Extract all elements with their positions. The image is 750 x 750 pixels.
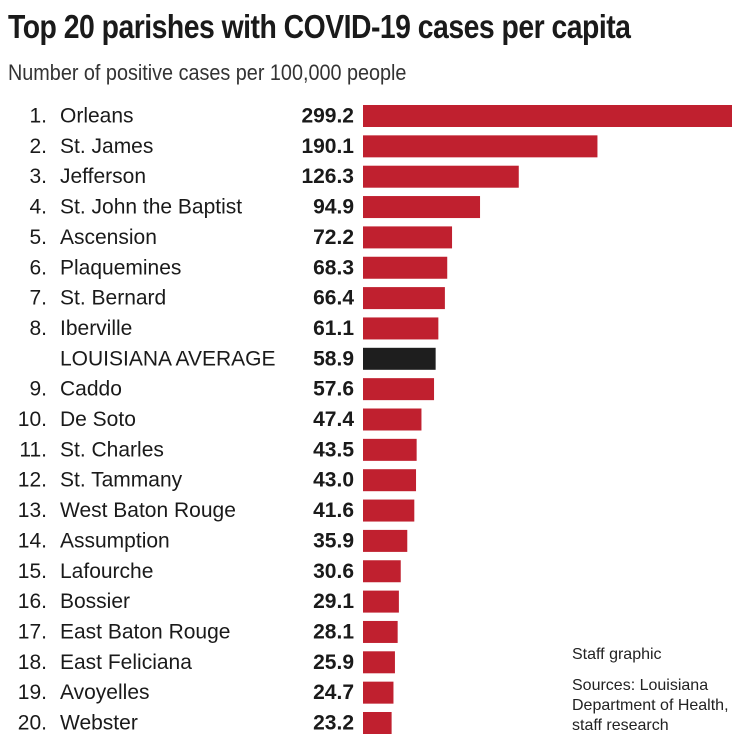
bar [363,560,401,583]
bar [363,681,394,704]
parish-label: Orleans [60,105,134,128]
parish-label: Caddo [60,378,122,401]
average-label: LOUISIANA AVERAGE [60,347,276,370]
bar [363,317,439,340]
chart-title: Top 20 parishes with COVID-19 cases per … [8,8,631,45]
value-label: 72.2 [313,226,354,249]
bar [363,287,445,310]
rank-label: 20. [18,712,47,735]
bar [363,499,415,522]
bar [363,651,395,674]
rank-label: 11. [19,438,47,461]
rank-label: 7. [29,287,47,310]
value-label: 299.2 [301,105,354,128]
bar [363,529,408,552]
parish-label: West Baton Rouge [60,499,236,522]
value-label: 126.3 [301,165,354,188]
value-label: 94.9 [313,196,354,219]
value-label: 66.4 [313,287,354,310]
bar [363,469,417,492]
parish-label: Ascension [60,226,157,249]
rank-label: 16. [18,590,47,613]
bar [363,256,448,279]
bar [363,438,417,461]
rank-label: 10. [18,408,47,431]
value-label: 30.6 [313,560,354,583]
value-label: 23.2 [313,712,354,735]
bar [363,712,392,734]
credit-text: Staff graphic [572,646,662,663]
bar [363,226,453,249]
value-label: 24.7 [313,681,354,704]
rank-label: 15. [18,560,47,583]
parish-label: De Soto [60,408,136,431]
rank-label: 5. [29,226,47,249]
rank-label: 2. [29,135,47,158]
rank-label: 13. [18,499,47,522]
parish-label: St. James [60,135,153,158]
bar [363,408,422,431]
parish-label: St. Bernard [60,287,166,310]
bar [363,196,481,219]
parish-label: St. Tammany [60,469,183,492]
bar [363,620,398,643]
value-label: 190.1 [301,135,354,158]
parish-label: Avoyelles [60,681,150,704]
parish-label: East Baton Rouge [60,620,230,643]
rank-label: 12. [18,469,47,492]
rank-label: 14. [18,529,47,552]
rank-label: 8. [29,317,47,340]
average-bar [363,347,436,370]
parish-label: Jefferson [60,165,146,188]
value-label: 47.4 [313,408,354,431]
bar [363,378,435,401]
value-label: 43.0 [313,469,354,492]
bar [363,165,519,188]
chart-subtitle: Number of positive cases per 100,000 peo… [8,60,407,85]
sources-text: Sources: Louisiana Department of Health,… [572,677,729,734]
parish-label: Webster [60,712,138,735]
rank-label: 17. [18,620,47,643]
rank-label: 9. [29,378,47,401]
value-label: 58.9 [313,347,354,370]
value-label: 68.3 [313,256,354,279]
rank-label: 4. [29,196,47,219]
value-label: 29.1 [313,590,354,613]
parish-label: Bossier [60,590,130,613]
rank-label: 6. [29,256,47,279]
rank-label: 3. [29,165,47,188]
rank-label: 1. [29,105,47,128]
value-label: 41.6 [313,499,354,522]
bar [363,590,399,613]
value-label: 35.9 [313,529,354,552]
value-label: 61.1 [313,317,354,340]
parish-label: Assumption [60,529,170,552]
bar [363,105,732,127]
parish-label: St. Charles [60,438,164,461]
parish-label: Plaquemines [60,256,181,279]
value-label: 25.9 [313,651,354,674]
value-label: 28.1 [313,620,354,643]
value-label: 43.5 [313,438,354,461]
parish-label: St. John the Baptist [60,196,242,219]
parish-label: Lafourche [60,560,153,583]
parish-label: Iberville [60,317,132,340]
rank-label: 18. [18,651,47,674]
rank-label: 19. [18,681,47,704]
value-label: 57.6 [313,378,354,401]
bar [363,135,598,158]
parish-label: East Feliciana [60,651,192,674]
